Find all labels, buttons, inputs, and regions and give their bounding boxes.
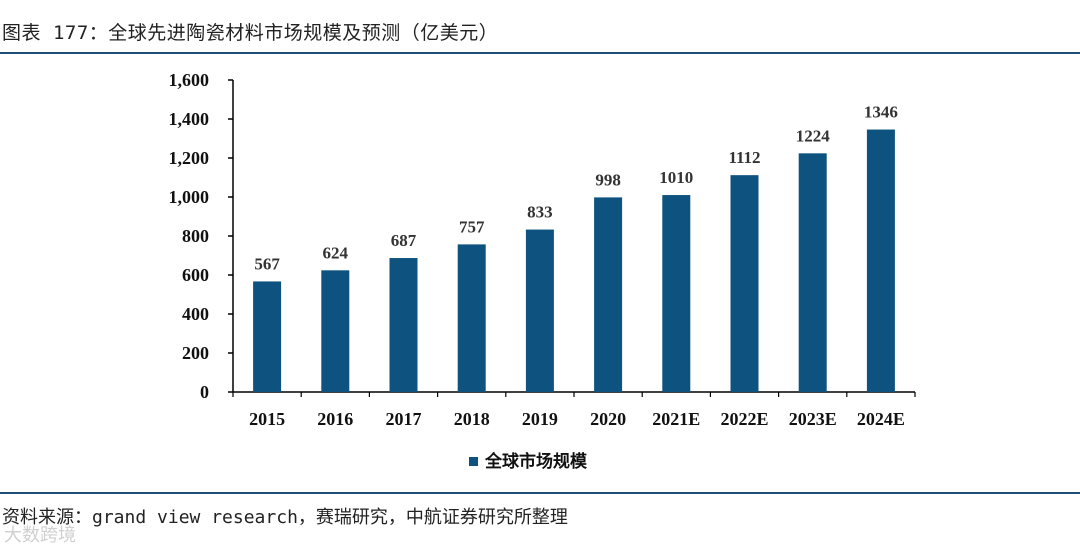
data-label: 998 xyxy=(595,170,621,189)
y-tick-label: 600 xyxy=(182,265,209,285)
x-tick-label: 2022E xyxy=(720,409,768,429)
source-note: 资料来源：grand view research，赛瑞研究，中航证券研究所整理 xyxy=(2,507,568,528)
data-label: 1346 xyxy=(864,103,898,122)
x-tick-label: 2024E xyxy=(857,409,905,429)
bar-2018 xyxy=(457,244,486,392)
x-tick-label: 2016 xyxy=(317,409,353,429)
bar-series xyxy=(253,129,895,392)
x-tick-label: 2015 xyxy=(249,409,285,429)
y-tick-label: 400 xyxy=(182,304,209,324)
figure-title: 图表 177：全球先进陶瓷材料市场规模及预测（亿美元） xyxy=(2,22,499,44)
data-label: 1112 xyxy=(728,148,760,167)
data-label: 1010 xyxy=(659,168,693,187)
bar-2017 xyxy=(389,258,418,392)
y-tick-label: 1,400 xyxy=(169,109,210,129)
x-tick-label: 2020 xyxy=(590,409,626,429)
bottom-divider xyxy=(0,492,1080,494)
bar-2022E xyxy=(730,175,759,392)
y-tick-label: 1,600 xyxy=(169,70,210,90)
y-tick-label: 0 xyxy=(200,382,209,402)
x-tick-label: 2018 xyxy=(454,409,490,429)
y-tick-label: 200 xyxy=(182,343,209,363)
legend-label: 全球市场规模 xyxy=(484,451,588,472)
x-tick-label: 2023E xyxy=(789,409,837,429)
bar-2024E xyxy=(866,129,895,392)
x-tick-label: 2017 xyxy=(386,409,422,429)
x-tick-label: 2019 xyxy=(522,409,558,429)
data-label: 624 xyxy=(323,243,349,262)
data-label: 1224 xyxy=(796,126,831,145)
data-label: 567 xyxy=(254,254,280,273)
data-label: 687 xyxy=(391,231,417,250)
legend: 全球市场规模 xyxy=(469,451,588,472)
bar-2015 xyxy=(253,281,282,392)
x-tick-label: 2021E xyxy=(652,409,700,429)
bar-2016 xyxy=(321,270,350,392)
bar-2021E xyxy=(662,195,691,392)
y-tick-label: 800 xyxy=(182,226,209,246)
y-tick-label: 1,000 xyxy=(169,187,210,207)
watermark: 大数跨境 xyxy=(4,525,76,546)
y-axis: 0 200 400 600 800 1,000 1,200 1,400 1,600 xyxy=(169,70,234,402)
x-axis: 2015 2016 2017 2018 2019 2020 2021E 2022E 2023E 2… xyxy=(232,391,916,429)
data-label: 833 xyxy=(527,203,553,222)
bar-2019 xyxy=(525,229,554,392)
data-labels: 567 624 687 757 833 998 1010 1112 1224 1346 xyxy=(254,103,898,274)
bar-2023E xyxy=(798,153,827,392)
legend-swatch xyxy=(469,457,478,466)
top-divider xyxy=(0,52,1080,54)
bar-2020 xyxy=(594,197,623,392)
y-tick-label: 1,200 xyxy=(169,148,210,168)
data-label: 757 xyxy=(459,217,485,236)
